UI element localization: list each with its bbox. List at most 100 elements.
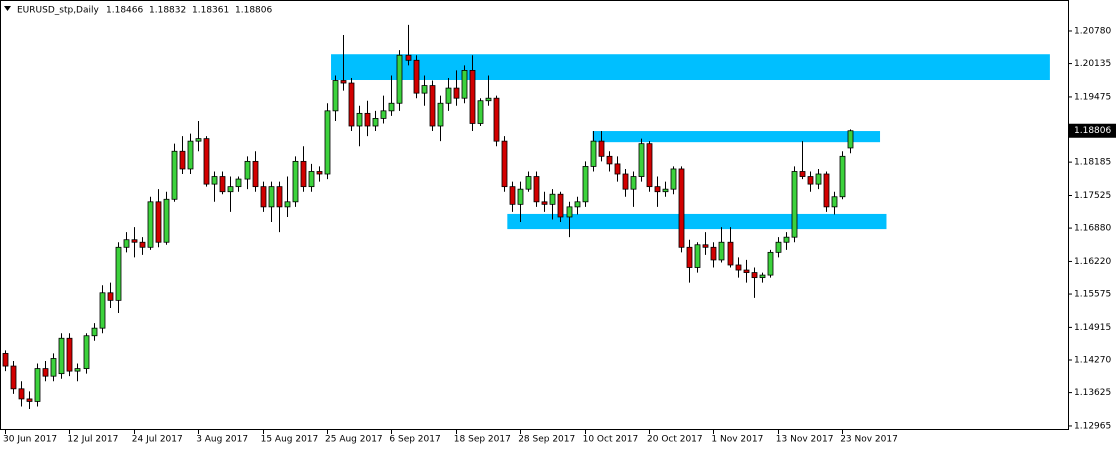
candle-body	[340, 80, 347, 84]
candle-body	[485, 97, 492, 102]
candle-body	[767, 251, 774, 276]
candle-body	[509, 186, 516, 205]
x-tick-label: 12 Jul 2017	[67, 435, 118, 445]
candle-body	[227, 186, 234, 193]
candle-body	[284, 201, 291, 208]
candle-body	[155, 201, 162, 243]
candle-body	[533, 176, 540, 203]
candle-body	[775, 241, 782, 253]
y-tick-label: 1.12965	[1074, 421, 1111, 431]
x-tick-label: 24 Jul 2017	[132, 435, 183, 445]
candle-body	[260, 186, 267, 208]
candle-body	[50, 358, 57, 377]
candle-body	[235, 178, 242, 188]
candle-body	[276, 186, 283, 208]
candle-body	[557, 193, 564, 218]
candle-body	[348, 82, 355, 127]
candle-body	[195, 138, 202, 142]
price-zone	[507, 213, 887, 230]
candle-body	[807, 176, 814, 185]
candle-body	[356, 112, 363, 127]
candle-body	[670, 168, 677, 190]
y-tick-label: 1.14270	[1074, 356, 1111, 366]
candle-body	[799, 171, 806, 177]
candle-body	[823, 173, 830, 208]
candle-body	[18, 388, 25, 400]
y-tick-label: 1.19475	[1074, 92, 1111, 102]
candle-body	[316, 171, 323, 175]
candle-body	[66, 337, 73, 372]
x-tick-label: 6 Sep 2017	[389, 435, 440, 445]
candle-body	[614, 163, 621, 175]
candle-body	[493, 97, 500, 142]
y-tick-label: 1.17525	[1074, 191, 1111, 201]
candle-body	[718, 241, 725, 261]
candle-body	[694, 244, 701, 268]
y-tick-label: 1.20135	[1074, 59, 1111, 69]
candle-body	[686, 246, 693, 268]
candle-body	[91, 327, 98, 337]
candle-body	[115, 246, 122, 301]
candle-body	[179, 150, 186, 170]
candle-body	[461, 70, 468, 99]
candle-body	[244, 160, 251, 180]
candle-body	[429, 85, 436, 127]
y-tick-label: 1.14915	[1074, 323, 1111, 333]
candle-body	[598, 140, 605, 157]
candle-body	[211, 176, 218, 185]
candle-body	[525, 176, 532, 190]
candle-body	[396, 54, 403, 104]
current-price-label: 1.18806	[1074, 126, 1111, 136]
candle-body	[388, 102, 395, 112]
x-tick-label: 23 Nov 2017	[840, 435, 898, 445]
candle-body	[380, 110, 387, 119]
candle-body	[791, 171, 798, 238]
menu-arrow	[4, 6, 11, 11]
plot	[2, 24, 1050, 410]
header-open: 1.18466	[106, 6, 143, 16]
x-tick-label: 10 Oct 2017	[583, 435, 639, 445]
candle-body	[437, 102, 444, 127]
candle-body	[252, 160, 259, 188]
y-tick-label: 1.16220	[1074, 257, 1111, 267]
y-tick-label: 1.20780	[1074, 26, 1111, 36]
candle-body	[743, 269, 750, 273]
candle-body	[413, 59, 420, 94]
x-tick-label: 30 Jun 2017	[3, 435, 57, 445]
candle-body	[131, 239, 138, 243]
candle-body	[308, 171, 315, 188]
candle-body	[99, 292, 106, 329]
candle-body	[815, 173, 822, 185]
candle-body	[549, 193, 556, 205]
y-tick-label: 1.18185	[1074, 158, 1111, 168]
candle-body	[332, 80, 339, 112]
candle-body	[630, 176, 637, 190]
candle-body	[702, 244, 709, 248]
candle-body	[203, 138, 210, 185]
header-close: 1.18806	[235, 6, 272, 16]
candle-body	[582, 166, 589, 203]
price-zone	[331, 54, 1050, 81]
price-zone	[592, 131, 881, 143]
chart-title: EURUSD_stp,Daily	[17, 6, 99, 16]
x-tick-label: 13 Nov 2017	[776, 435, 834, 445]
candle-body	[517, 188, 524, 205]
candle-body	[300, 160, 307, 188]
candle-body	[831, 196, 838, 208]
candle-body	[662, 188, 669, 193]
candle-body	[292, 160, 299, 203]
candle-body	[751, 272, 758, 279]
candle-body	[219, 176, 226, 193]
candle-body	[453, 87, 460, 99]
candle-body	[654, 186, 661, 193]
candle-body	[727, 241, 734, 266]
y-tick-label: 1.13625	[1074, 388, 1111, 398]
candle-body	[83, 335, 90, 369]
candle-body	[107, 292, 114, 301]
candle-body	[268, 186, 275, 208]
candle-body	[405, 54, 412, 61]
candle-body	[171, 150, 178, 200]
candle-body	[372, 118, 379, 127]
candle-body	[445, 87, 452, 104]
